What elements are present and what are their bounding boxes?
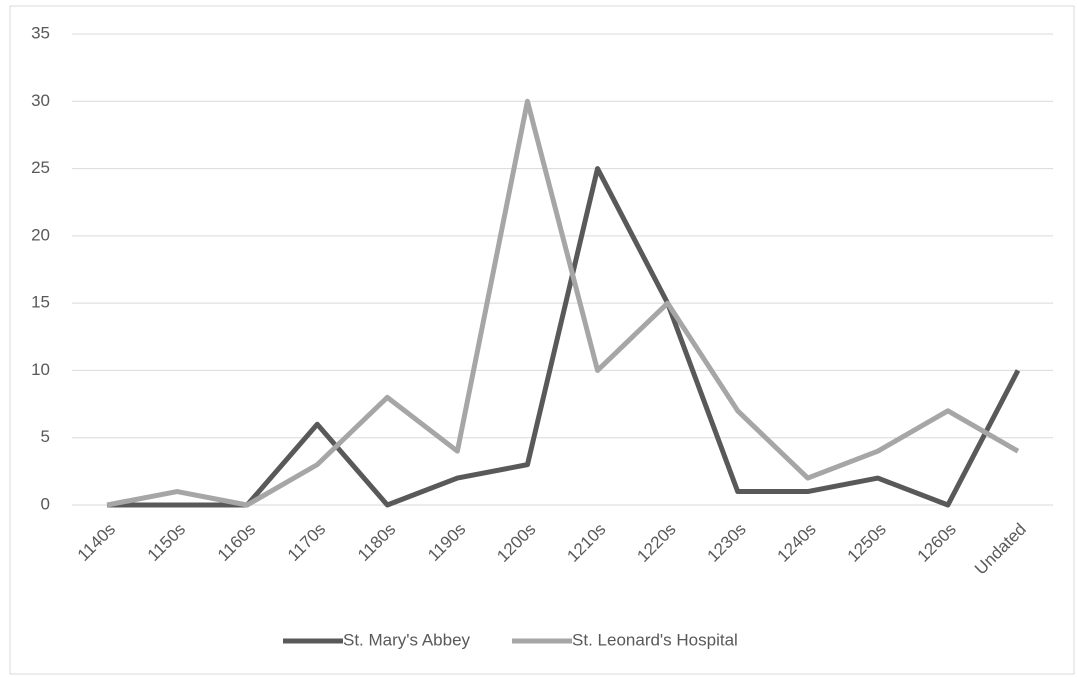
y-tick-label: 5 [41,427,50,446]
y-tick-label: 20 [31,225,50,244]
legend-label: St. Mary's Abbey [343,630,471,649]
series-line [107,166,1021,508]
legend-label: St. Leonard's Hospital [572,630,738,649]
y-tick-label: 35 [31,23,50,42]
chart-border [9,5,1075,675]
y-tick-label: 10 [31,360,50,379]
y-tick-label: 0 [41,494,50,513]
y-tick-label: 15 [31,293,50,312]
series-line [106,98,1020,508]
y-tick-label: 25 [31,158,50,177]
y-tick-label: 30 [31,91,50,110]
